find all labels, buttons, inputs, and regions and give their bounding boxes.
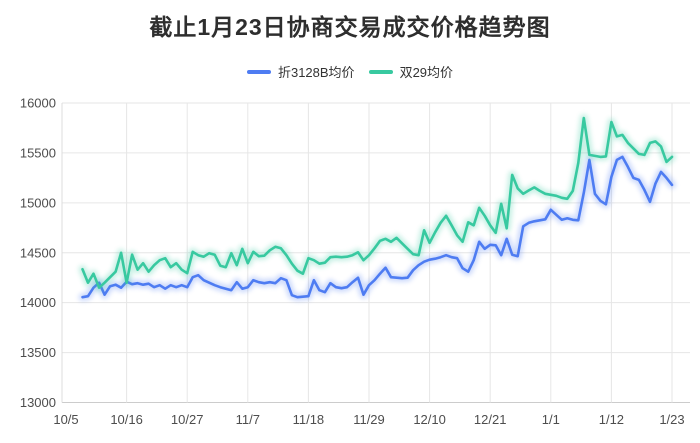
legend-item-blue-series[interactable]: 折3128B均价 bbox=[246, 62, 355, 81]
legend-item-green-series[interactable]: 双29均价 bbox=[368, 62, 454, 81]
x-axis-tick-label: 10/16 bbox=[110, 412, 143, 427]
x-axis-tick-label: 1/1 bbox=[542, 412, 560, 427]
series-line-blue bbox=[81, 155, 674, 299]
x-axis-tick-label: 10/5 bbox=[53, 412, 78, 427]
x-axis-tick-label: 12/21 bbox=[474, 412, 507, 427]
chart-title: 截止1月23日协商交易成交价格趋势图 bbox=[149, 14, 551, 40]
series-line-green bbox=[81, 116, 674, 289]
x-axis-tick-label: 11/7 bbox=[236, 412, 260, 427]
chart-legend: 折3128B均价 双29均价 bbox=[0, 62, 700, 81]
y-axis-tick-label: 13500 bbox=[20, 345, 56, 360]
x-axis-tick-label: 12/10 bbox=[413, 412, 446, 427]
y-axis-tick-label: 15000 bbox=[20, 195, 56, 210]
y-axis-tick-label: 15500 bbox=[20, 145, 56, 160]
legend-line-swatch-icon bbox=[246, 69, 271, 74]
y-axis-tick-label: 14500 bbox=[20, 245, 56, 260]
x-axis-tick-label: 1/12 bbox=[599, 412, 624, 427]
legend-line-swatch-icon bbox=[368, 69, 393, 74]
y-axis-tick-label: 13000 bbox=[20, 395, 56, 410]
y-axis-tick-label: 16000 bbox=[20, 96, 56, 111]
x-axis-tick-label: 1/23 bbox=[659, 412, 684, 427]
legend-item-label: 折3128B均价 bbox=[277, 65, 355, 80]
y-axis-tick-label: 14000 bbox=[20, 295, 56, 310]
x-axis-tick-label: 10/27 bbox=[171, 412, 204, 427]
x-axis-tick-label: 11/29 bbox=[353, 412, 385, 427]
legend-item-label: 双29均价 bbox=[399, 65, 454, 80]
x-axis-tick-label: 11/18 bbox=[293, 412, 325, 427]
